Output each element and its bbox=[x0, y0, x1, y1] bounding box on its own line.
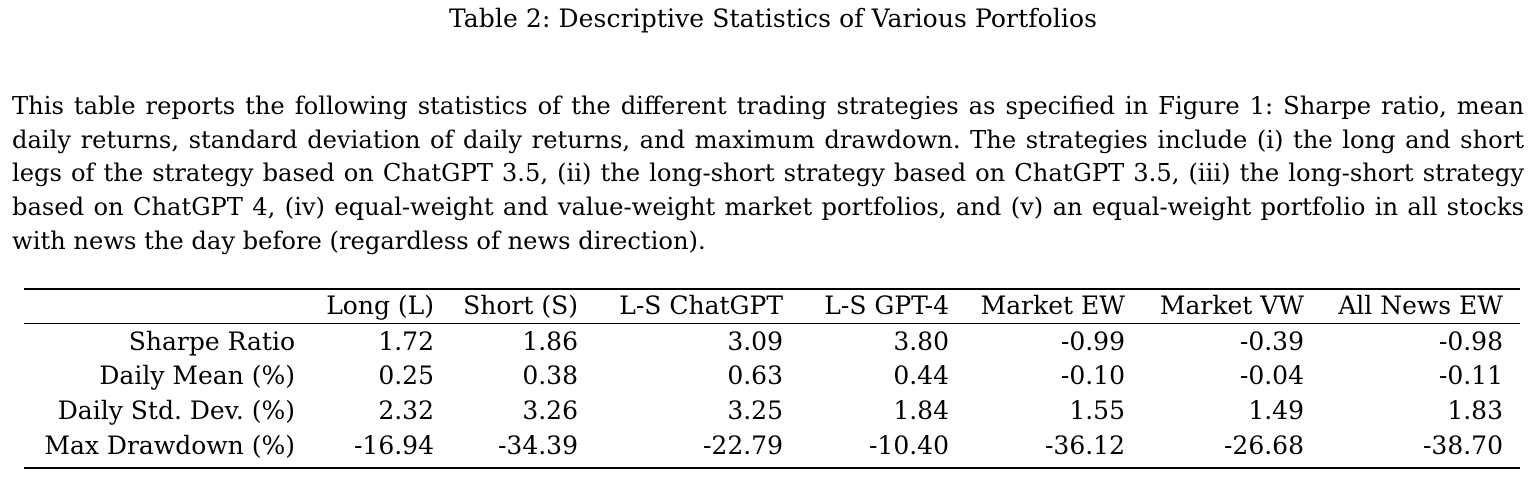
table-cell: -0.10 bbox=[1060, 361, 1125, 390]
row-label-daily-std-dev: Daily Std. Dev. (%) bbox=[57, 396, 295, 425]
row-label-max-drawdown: Max Drawdown (%) bbox=[44, 431, 295, 460]
table-cell: -22.79 bbox=[702, 431, 783, 460]
table-cell: 3.26 bbox=[522, 396, 578, 425]
table-cell: -36.12 bbox=[1044, 431, 1125, 460]
table-cell: -0.99 bbox=[1060, 327, 1125, 356]
table-cell: 0.44 bbox=[893, 361, 949, 390]
table-cell: 1.86 bbox=[522, 327, 578, 356]
table-cell: -0.04 bbox=[1239, 361, 1304, 390]
table-description: This table reports the following statist… bbox=[12, 92, 1524, 255]
table-cell: -26.68 bbox=[1223, 431, 1304, 460]
table-top-rule bbox=[24, 288, 1520, 290]
table-cell: 1.84 bbox=[893, 396, 949, 425]
table-cell: -0.39 bbox=[1239, 327, 1304, 356]
table-header-rule bbox=[24, 323, 1520, 324]
table-cell: 0.63 bbox=[727, 361, 783, 390]
table-cell: 0.38 bbox=[522, 361, 578, 390]
table-cell: 0.25 bbox=[378, 361, 434, 390]
table-cell: 1.72 bbox=[378, 327, 434, 356]
column-header-all-news-ew: All News EW bbox=[1338, 291, 1503, 320]
table-cell: 2.32 bbox=[378, 396, 434, 425]
table-bottom-rule bbox=[24, 467, 1520, 469]
column-header-ls-gpt4: L-S GPT-4 bbox=[824, 291, 949, 320]
table-cell: 1.55 bbox=[1069, 396, 1125, 425]
table-cell: -0.11 bbox=[1438, 361, 1503, 390]
table-cell: 3.25 bbox=[727, 396, 783, 425]
table-cell: -0.98 bbox=[1438, 327, 1503, 356]
column-header-ls-chatgpt: L-S ChatGPT bbox=[619, 291, 783, 320]
table-cell: -16.94 bbox=[353, 431, 434, 460]
row-label-sharpe-ratio: Sharpe Ratio bbox=[128, 327, 295, 356]
column-header-long: Long (L) bbox=[326, 291, 434, 320]
table-cell: -34.39 bbox=[497, 431, 578, 460]
column-header-short: Short (S) bbox=[463, 291, 578, 320]
table-cell: 1.49 bbox=[1248, 396, 1304, 425]
table-cell: 3.80 bbox=[893, 327, 949, 356]
table-cell: 3.09 bbox=[727, 327, 783, 356]
column-header-market-ew: Market EW bbox=[980, 291, 1125, 320]
row-label-daily-mean: Daily Mean (%) bbox=[99, 361, 295, 390]
table-cell: -10.40 bbox=[868, 431, 949, 460]
table-cell: 1.83 bbox=[1447, 396, 1503, 425]
table-caption: Table 2: Descriptive Statistics of Vario… bbox=[448, 4, 1098, 33]
table-cell: -38.70 bbox=[1422, 431, 1503, 460]
column-header-market-vw: Market VW bbox=[1159, 291, 1304, 320]
